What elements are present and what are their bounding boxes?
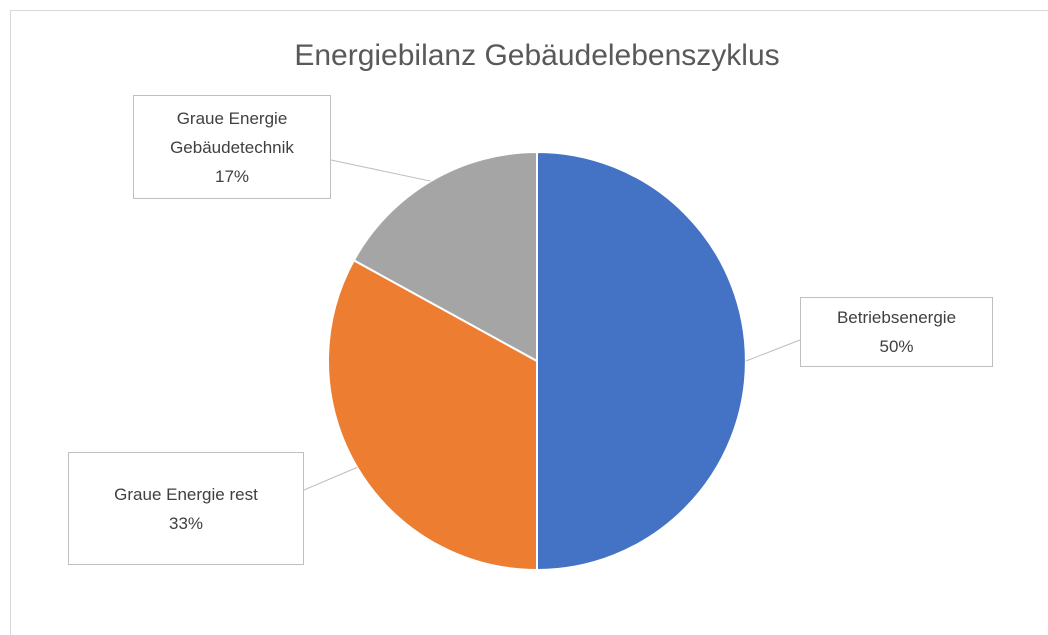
pie-slice <box>536 150 747 572</box>
category-label: Betriebsenergie <box>836 308 957 327</box>
value-label: 33% <box>168 513 204 533</box>
leader-line <box>745 339 801 362</box>
data-label: Graue Energie Gebäudetechnik 17% <box>133 95 331 199</box>
leader-line <box>330 159 431 182</box>
pie-slice <box>352 150 538 363</box>
leader-line <box>303 466 358 491</box>
category-label: Graue Energie Gebäudetechnik <box>170 108 294 157</box>
chart-frame <box>10 10 1048 635</box>
data-label: Graue Energie rest 33% <box>68 452 304 565</box>
category-label: Graue Energie rest <box>114 484 258 504</box>
data-label: Betriebsenergie 50% <box>800 297 993 367</box>
chart-title: Energiebilanz Gebäudelebenszyklus <box>294 39 779 72</box>
value-label: 50% <box>879 337 914 356</box>
value-label: 17% <box>214 166 250 186</box>
